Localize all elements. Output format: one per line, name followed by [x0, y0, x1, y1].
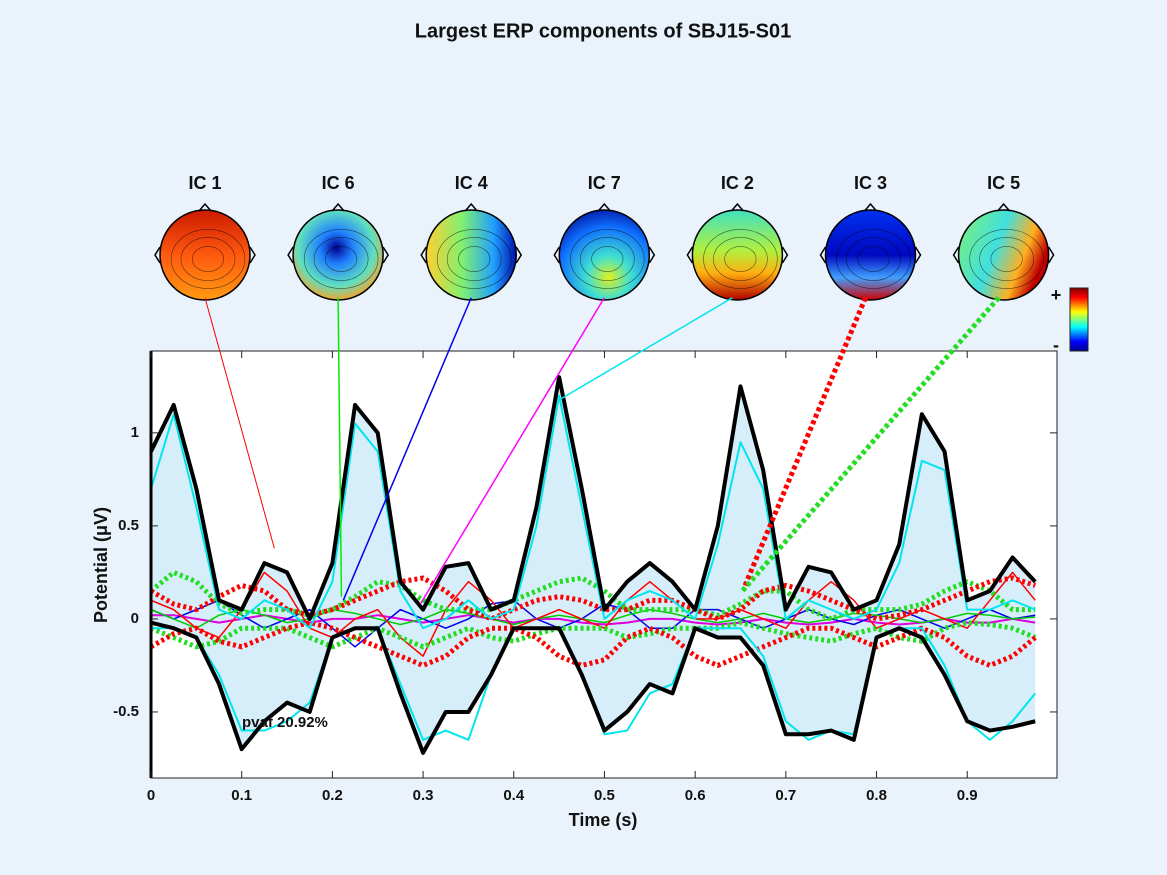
topomap-contour	[303, 229, 379, 289]
series-line	[150, 599, 1036, 648]
x-tick-label: 0.6	[685, 787, 706, 804]
x-tick-label: 0.9	[957, 787, 978, 804]
x-tick-label: 0.7	[775, 787, 796, 804]
topomap	[159, 209, 251, 301]
series-line	[149, 575, 1037, 622]
plot	[149, 375, 1037, 755]
x-axis-label: Time (s)	[569, 810, 638, 830]
topomap	[691, 209, 784, 301]
annotation: pvaf 20.92%	[242, 714, 328, 731]
topomap-contour	[857, 246, 890, 272]
topomap-label: IC 6	[322, 173, 355, 193]
topomap-label: IC 2	[721, 173, 754, 193]
topomap-connector	[204, 297, 275, 549]
series-line	[150, 620, 1036, 755]
topomap-connector	[342, 297, 472, 601]
topomap-ear	[287, 246, 389, 264]
y-axis-label: Potential (μV)	[91, 507, 111, 623]
topomap-connector	[740, 296, 1001, 593]
topomap-ear	[686, 246, 789, 264]
series-line	[150, 571, 1036, 657]
topomap-label: IC 7	[588, 173, 621, 193]
topomap-contour	[446, 237, 502, 281]
topomap-contour	[313, 237, 369, 281]
topomap-nose	[997, 202, 1011, 212]
x-tick-label: 0.2	[322, 787, 343, 804]
topomap-nose	[331, 202, 345, 212]
topomap-contour	[703, 229, 778, 289]
colorbar-minus: -	[1053, 335, 1059, 355]
series-line	[150, 620, 1037, 650]
topomap-label: IC 1	[188, 173, 221, 193]
topomap-connector	[419, 297, 605, 605]
topomap-nose	[597, 202, 611, 212]
y-tick-label: 1	[131, 424, 139, 441]
topomap-connector	[337, 297, 343, 597]
series-line	[149, 375, 1037, 621]
colorbar-plus: +	[1051, 285, 1062, 305]
topomap-contour	[591, 246, 624, 272]
topomap-ear	[553, 246, 656, 264]
topomap-ear	[952, 246, 1055, 264]
topomap	[292, 209, 384, 301]
topomap-contour	[570, 229, 645, 289]
topomap-connector	[559, 297, 733, 401]
topomap-contour	[836, 229, 911, 289]
topomap-nose	[863, 202, 878, 212]
topomap-nose	[730, 202, 744, 212]
x-tick-label: 0.4	[503, 787, 525, 804]
y-tick-label: -0.5	[113, 703, 139, 720]
topomap	[957, 209, 1050, 301]
colorbar	[1069, 287, 1089, 352]
topomap-nose	[198, 202, 212, 212]
series-line	[149, 620, 1037, 668]
y-tick-label: 0.5	[118, 517, 139, 534]
topomap	[425, 209, 517, 301]
topomap-contour	[990, 246, 1023, 272]
topomap-label: IC 5	[987, 173, 1020, 193]
topomap-nose	[464, 202, 478, 212]
x-tick-label: 0.1	[231, 787, 252, 804]
topomap	[824, 209, 917, 301]
y-tick-label: 0	[131, 610, 139, 627]
topomap-contour	[713, 237, 768, 281]
x-tick-label: 0.8	[866, 787, 887, 804]
topomap-ear	[819, 246, 922, 264]
topomap-ear	[420, 246, 523, 264]
topomap-connector	[742, 296, 868, 587]
topomap-contour	[325, 246, 358, 272]
x-tick-label: 0.3	[413, 787, 434, 804]
topomap-contour	[180, 237, 236, 281]
topomap-contour	[191, 246, 225, 272]
x-tick-label: 0	[147, 787, 155, 804]
series-line	[149, 569, 1036, 622]
series-line	[150, 394, 1036, 630]
topomap-contour	[437, 229, 512, 289]
topomap-contour	[724, 246, 757, 272]
topomap-label: IC 3	[854, 173, 887, 193]
x-tick-label: 0.5	[594, 787, 615, 804]
topomap-contour	[969, 229, 1044, 289]
topomap-contour	[170, 229, 246, 289]
topomap	[558, 209, 651, 301]
topomap-contour	[458, 246, 491, 272]
topomap-contour	[846, 237, 901, 281]
topomap-label: IC 4	[455, 173, 488, 193]
chart-title: Largest ERP components of SBJ15-S01	[415, 20, 791, 42]
topomap-contour	[579, 237, 635, 281]
topomap-contour	[979, 237, 1034, 281]
topomap-ear	[154, 246, 256, 264]
